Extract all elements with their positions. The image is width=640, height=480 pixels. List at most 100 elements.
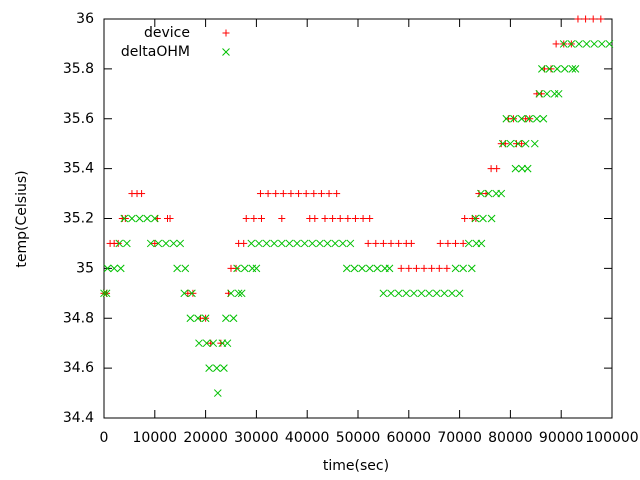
- marker-stroke: [176, 239, 185, 248]
- point: [547, 65, 555, 73]
- marker-stroke: [146, 239, 155, 248]
- point: [150, 214, 159, 223]
- point: [227, 289, 235, 298]
- point: [100, 289, 108, 298]
- marker-stroke: [553, 65, 561, 73]
- marker-stroke: [188, 289, 196, 298]
- marker-stroke: [162, 239, 170, 248]
- marker-stroke: [331, 239, 339, 248]
- marker-stroke: [103, 264, 112, 273]
- point: [188, 289, 196, 298]
- point: [385, 264, 394, 273]
- marker-stroke: [385, 264, 394, 273]
- marker-stroke: [448, 289, 456, 298]
- point: [372, 239, 380, 247]
- point: [212, 364, 221, 372]
- marker-stroke: [545, 65, 554, 73]
- marker-stroke: [484, 189, 493, 198]
- point: [518, 140, 526, 148]
- point: [477, 239, 486, 248]
- marker-stroke: [517, 114, 526, 123]
- marker-stroke: [346, 239, 355, 248]
- marker-stroke: [194, 314, 202, 323]
- marker-stroke: [568, 65, 577, 73]
- point: [128, 214, 136, 223]
- point: [387, 239, 395, 247]
- point: [498, 139, 507, 148]
- marker-stroke: [128, 214, 136, 223]
- point: [209, 339, 218, 348]
- marker-stroke: [379, 289, 388, 298]
- point: [487, 214, 496, 223]
- point: [373, 264, 382, 273]
- point: [575, 40, 583, 48]
- point: [436, 239, 444, 247]
- point: [461, 215, 469, 222]
- point: [287, 190, 295, 198]
- point: [194, 314, 202, 323]
- marker-stroke: [582, 40, 591, 48]
- marker-stroke: [590, 40, 599, 48]
- point: [523, 164, 532, 173]
- point: [366, 215, 374, 222]
- point: [202, 339, 211, 348]
- x-tick-label: 60000: [387, 430, 432, 446]
- point: [146, 239, 155, 248]
- point: [344, 215, 352, 222]
- point: [407, 239, 415, 247]
- marker-stroke: [300, 239, 309, 248]
- point: [574, 15, 582, 23]
- point: [103, 264, 112, 273]
- marker-stroke: [233, 264, 241, 273]
- point: [325, 190, 333, 198]
- marker-stroke: [402, 289, 411, 298]
- marker-stroke: [338, 239, 347, 248]
- marker-stroke: [229, 314, 238, 323]
- marker-stroke: [560, 65, 569, 73]
- point: [123, 239, 131, 248]
- marker-stroke: [308, 239, 317, 248]
- y-tick-label: 35: [76, 260, 94, 276]
- y-tick-label: 35.6: [63, 111, 94, 127]
- point: [589, 15, 597, 23]
- point: [525, 114, 534, 123]
- x-tick-label: 20000: [183, 430, 228, 446]
- point: [121, 215, 129, 222]
- marker-stroke: [365, 264, 374, 273]
- point: [116, 264, 125, 273]
- point: [229, 314, 238, 323]
- point: [518, 164, 526, 173]
- point: [477, 189, 485, 198]
- point: [110, 264, 119, 273]
- marker-stroke: [535, 89, 544, 98]
- x-axis-label: time(sec): [323, 458, 389, 474]
- y-tick-label: 35.8: [63, 61, 94, 77]
- point: [310, 190, 318, 198]
- point: [186, 314, 195, 323]
- point: [135, 214, 144, 223]
- point: [234, 289, 243, 298]
- point: [346, 239, 355, 248]
- marker-stroke: [213, 389, 222, 397]
- marker-stroke: [234, 289, 243, 298]
- point: [302, 190, 310, 198]
- marker-stroke: [497, 189, 506, 198]
- marker-stroke: [539, 114, 548, 123]
- point: [247, 239, 256, 248]
- marker-stroke: [316, 239, 324, 248]
- marker-stroke: [477, 189, 485, 198]
- point: [329, 215, 337, 222]
- point: [532, 114, 541, 123]
- point: [240, 264, 249, 273]
- point: [176, 239, 185, 248]
- marker-stroke: [373, 264, 382, 273]
- point: [582, 40, 591, 48]
- marker-stroke: [518, 164, 526, 173]
- point: [333, 190, 341, 198]
- point: [173, 264, 182, 273]
- marker-stroke: [510, 114, 518, 123]
- point: [316, 239, 324, 248]
- point: [514, 139, 522, 148]
- point: [308, 239, 317, 248]
